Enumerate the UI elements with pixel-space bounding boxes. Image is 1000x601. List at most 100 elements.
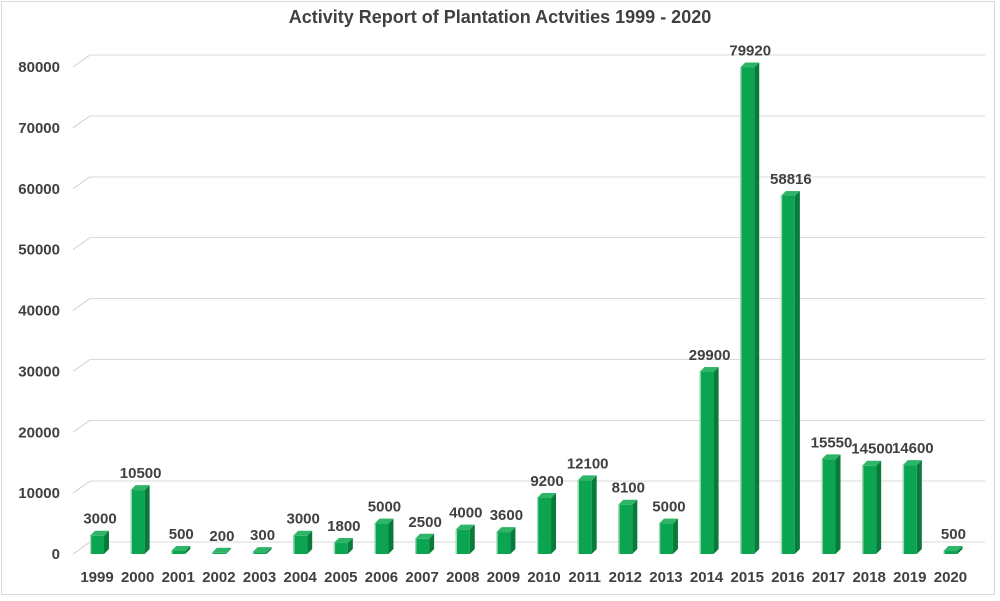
bar-front-face[interactable] <box>618 504 633 554</box>
bar-side-face[interactable] <box>794 190 800 555</box>
bar-front-face[interactable] <box>658 523 673 554</box>
bar[interactable] <box>780 190 800 555</box>
bar-front-face[interactable] <box>293 535 308 554</box>
bar[interactable] <box>130 485 150 554</box>
bar-top-face[interactable] <box>740 62 760 68</box>
bar[interactable] <box>577 475 597 554</box>
bar-side-face[interactable] <box>185 545 191 554</box>
bar-front-face[interactable] <box>333 543 348 554</box>
bar-top-face[interactable] <box>130 485 150 491</box>
x-axis-category-label: 2010 <box>527 569 560 586</box>
bar-top-face[interactable] <box>658 518 678 524</box>
bar-top-face[interactable] <box>171 545 191 551</box>
bar-side-face[interactable] <box>916 460 922 554</box>
x-axis-category-label: 2008 <box>446 569 479 586</box>
bar-top-face[interactable] <box>90 530 109 536</box>
bar-front-face[interactable] <box>862 465 877 554</box>
bar-side-face[interactable] <box>876 460 882 554</box>
wall-gridline <box>72 419 91 433</box>
bar-edge-highlight <box>862 465 864 554</box>
bar-top-face[interactable] <box>293 530 313 536</box>
bar-top-face[interactable] <box>699 366 719 372</box>
bar[interactable] <box>90 530 109 554</box>
bar-side-face[interactable] <box>429 533 435 554</box>
bar-front-face[interactable] <box>90 535 104 554</box>
bar-top-face[interactable] <box>902 460 922 466</box>
bar[interactable] <box>537 492 557 554</box>
bar-top-face[interactable] <box>333 538 353 544</box>
x-axis-category-label: 2001 <box>162 569 195 586</box>
bar-side-face[interactable] <box>510 527 516 554</box>
bar-side-face[interactable] <box>713 366 719 554</box>
bar-side-face[interactable] <box>225 547 231 554</box>
bar-side-face[interactable] <box>144 485 150 554</box>
bar-top-face[interactable] <box>415 533 435 539</box>
wall-gridline <box>72 115 91 129</box>
bar-side-face[interactable] <box>307 530 313 554</box>
bar-front-face[interactable] <box>171 550 186 554</box>
bar-front-face[interactable] <box>455 529 470 554</box>
bar[interactable] <box>415 533 435 554</box>
wall-gridline <box>72 541 91 555</box>
bar-top-face[interactable] <box>862 460 882 466</box>
bar[interactable] <box>455 524 475 554</box>
bar-side-face[interactable] <box>104 530 109 554</box>
bar-top-face[interactable] <box>496 527 516 533</box>
bar-front-face[interactable] <box>699 371 714 554</box>
bar-front-face[interactable] <box>943 550 958 554</box>
bar-front-face[interactable] <box>821 459 836 554</box>
bar[interactable] <box>618 499 638 554</box>
bar-side-face[interactable] <box>591 475 597 554</box>
bar-side-face[interactable] <box>469 524 475 554</box>
bar-front-face[interactable] <box>902 465 917 554</box>
bar[interactable] <box>699 366 719 554</box>
bar-top-face[interactable] <box>537 492 557 498</box>
bar-top-face[interactable] <box>577 475 597 481</box>
bar[interactable] <box>293 530 313 554</box>
bar-top-face[interactable] <box>780 190 800 196</box>
y-axis-tick-label: 30000 <box>18 363 60 380</box>
bar-front-face[interactable] <box>537 497 552 554</box>
bar[interactable] <box>862 460 882 554</box>
bar-side-face[interactable] <box>835 454 841 554</box>
bar-side-face[interactable] <box>957 545 963 554</box>
bar[interactable] <box>821 454 841 554</box>
bar-side-face[interactable] <box>754 62 760 554</box>
bar[interactable] <box>943 545 963 554</box>
bar[interactable] <box>333 538 353 554</box>
bar[interactable] <box>171 545 191 554</box>
bar[interactable] <box>252 547 272 554</box>
bar[interactable] <box>740 62 760 554</box>
bar-side-face[interactable] <box>266 547 272 554</box>
bar[interactable] <box>496 527 516 554</box>
bar[interactable] <box>658 518 678 554</box>
bar-top-face[interactable] <box>821 454 841 460</box>
bar-side-face[interactable] <box>632 499 638 554</box>
bar-side-face[interactable] <box>672 518 678 554</box>
bar-front-face[interactable] <box>577 480 592 554</box>
bar-front-face[interactable] <box>496 532 511 554</box>
bar-front-face[interactable] <box>740 67 755 554</box>
bar-front-face[interactable] <box>780 195 795 555</box>
bar-edge-highlight <box>658 523 661 554</box>
bar-front-face[interactable] <box>374 523 389 554</box>
bar-side-face[interactable] <box>388 518 394 554</box>
bar-top-face[interactable] <box>943 545 963 551</box>
bar-side-face[interactable] <box>551 492 557 554</box>
bar-top-face[interactable] <box>374 518 394 524</box>
bar[interactable] <box>374 518 394 554</box>
bar[interactable] <box>211 547 231 554</box>
bar-front-face[interactable] <box>130 490 145 554</box>
x-axis-category-label: 2014 <box>690 569 724 586</box>
wall-gridline <box>72 358 91 372</box>
bar-front-face[interactable] <box>252 552 267 554</box>
bar-top-face[interactable] <box>252 547 272 553</box>
bar-side-face[interactable] <box>347 538 353 554</box>
bar-top-face[interactable] <box>455 524 475 530</box>
bar-top-face[interactable] <box>211 547 231 553</box>
bar-front-face[interactable] <box>211 552 226 554</box>
bar-top-face[interactable] <box>618 499 638 505</box>
bar-value-label: 29900 <box>689 347 731 364</box>
bar-front-face[interactable] <box>415 538 430 554</box>
bar[interactable] <box>902 460 922 554</box>
